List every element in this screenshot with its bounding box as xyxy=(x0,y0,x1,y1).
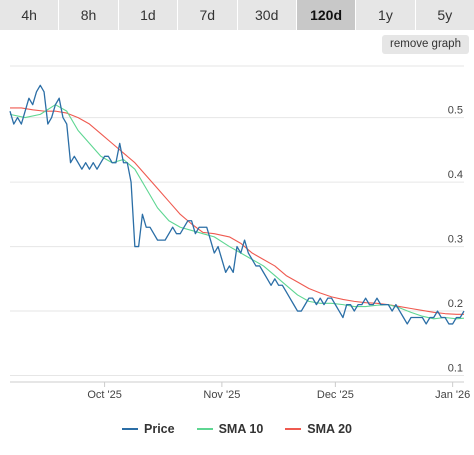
legend-item-sma10[interactable]: SMA 10 xyxy=(196,422,264,436)
y-tick-label: 0.4 xyxy=(448,169,463,181)
legend-label-sma10: SMA 10 xyxy=(218,422,264,436)
tab-1d[interactable]: 1d xyxy=(118,0,179,30)
y-tick-label: 0.3 xyxy=(448,234,463,246)
tab-30d[interactable]: 30d xyxy=(237,0,297,30)
axis-layer: 0.1 0.2 0.3 0.4 0.5 Oct '25 Nov '25 Dec '25 Jan … xyxy=(87,105,470,401)
series-layer xyxy=(9,84,465,325)
y-tick-label: 0.5 xyxy=(448,105,463,117)
remove-graph-button[interactable]: remove graph xyxy=(382,35,469,54)
legend-swatch-sma10 xyxy=(196,428,213,430)
price-line xyxy=(9,84,465,325)
sma20-line xyxy=(10,107,464,315)
x-tick-label: Nov '25 xyxy=(203,389,240,401)
tab-5y[interactable]: 5y xyxy=(415,0,474,30)
legend-label-price: Price xyxy=(144,422,175,436)
grid-layer xyxy=(10,65,464,383)
sma10-line xyxy=(9,104,465,320)
time-range-tabs: 4h 8h 1d 7d 30d 120d 1y 5y xyxy=(0,0,474,30)
price-chart: 0.1 0.2 0.3 0.4 0.5 Oct '25 Nov '25 Dec '25 Jan … xyxy=(9,65,470,401)
chart-legend: Price SMA 10 SMA 20 xyxy=(0,418,474,440)
x-tick-label: Dec '25 xyxy=(317,389,354,401)
tab-1y[interactable]: 1y xyxy=(356,0,416,30)
y-tick-label: 0.2 xyxy=(448,298,463,310)
tab-8h[interactable]: 8h xyxy=(59,0,119,30)
x-tick-label: Jan '26 xyxy=(435,389,470,401)
legend-item-sma20[interactable]: SMA 20 xyxy=(285,422,352,436)
legend-swatch-price xyxy=(122,428,138,430)
legend-item-price[interactable]: Price xyxy=(122,422,175,436)
x-tick-label: Oct '25 xyxy=(87,389,122,401)
tab-120d[interactable]: 120d xyxy=(296,0,357,30)
y-tick-label: 0.1 xyxy=(448,363,463,375)
legend-swatch-sma20 xyxy=(285,428,302,430)
tab-7d[interactable]: 7d xyxy=(178,0,238,30)
legend-label-sma20: SMA 20 xyxy=(307,422,352,436)
tab-4h[interactable]: 4h xyxy=(0,0,60,30)
